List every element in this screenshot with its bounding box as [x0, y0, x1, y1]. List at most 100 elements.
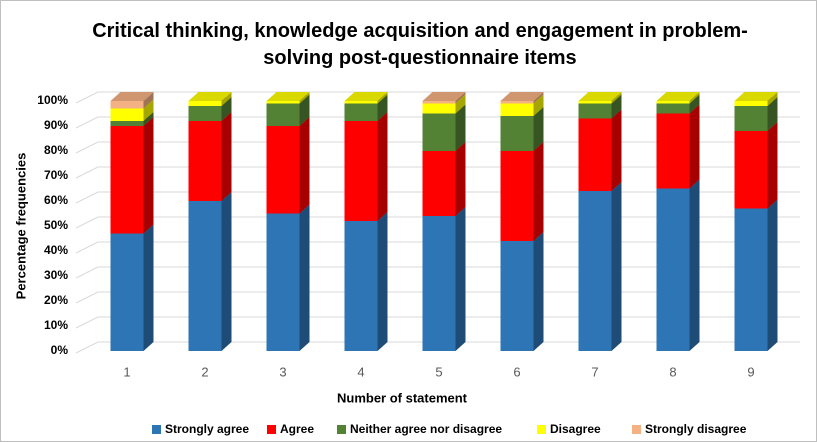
bar: [110, 108, 144, 121]
grid-diagonal: [75, 291, 99, 304]
bar-side: [689, 104, 700, 189]
bar-segment: [110, 224, 154, 351]
grid-diagonal: [75, 116, 99, 129]
bar: [266, 213, 300, 351]
bar: [110, 233, 144, 351]
bar: [500, 151, 534, 241]
bar-segment: [188, 92, 232, 106]
bar-side: [377, 94, 388, 121]
bar-top: [110, 92, 154, 101]
bar-segment: [266, 117, 310, 214]
bar-segment: [734, 199, 778, 351]
bar: [734, 208, 768, 351]
bar-side: [143, 224, 154, 351]
bar-segment: [500, 92, 544, 104]
y-tick-label: 40%: [44, 243, 68, 257]
y-tick-label: 30%: [44, 268, 68, 282]
bar: [500, 116, 534, 151]
bar: [188, 106, 222, 121]
y-tick-label: 50%: [44, 218, 68, 232]
bar-side: [611, 182, 622, 351]
bar-segment: [188, 192, 232, 351]
bar-segment: [422, 92, 466, 104]
y-tick-label: 60%: [44, 193, 68, 207]
x-tick-label: 4: [357, 364, 364, 379]
bar-side: [533, 92, 544, 104]
bar-segment: [422, 207, 466, 351]
y-tick-label: 10%: [44, 318, 68, 332]
bar-segment: [266, 92, 310, 104]
bar-side: [221, 92, 232, 106]
bar: [344, 121, 378, 221]
x-tick-label: 2: [201, 364, 208, 379]
bar-side: [689, 179, 700, 351]
bar: [344, 221, 378, 351]
bar-side: [143, 99, 154, 121]
bar: [656, 113, 690, 189]
bar-side: [533, 142, 544, 241]
y-tick-label: 90%: [44, 118, 68, 132]
bar-segment: [578, 92, 622, 104]
grid-diagonal: [75, 266, 99, 279]
bar: [578, 103, 612, 119]
bar-side: [611, 94, 622, 119]
bar-side: [533, 232, 544, 351]
x-tick-label: 3: [279, 364, 286, 379]
bar-side: [689, 92, 700, 104]
y-tick-label: 20%: [44, 293, 68, 307]
bar-segment: [500, 142, 544, 241]
bar-segment: [734, 92, 778, 106]
x-tick-label: 1: [123, 364, 130, 379]
bar: [422, 103, 456, 114]
bar: [110, 121, 144, 126]
legend-label: Agree: [280, 422, 314, 436]
bar: [578, 191, 612, 351]
bar-segment: [344, 212, 388, 351]
bar-side: [377, 112, 388, 221]
bar-side: [455, 207, 466, 351]
bar: [500, 101, 534, 104]
x-tick-label: 9: [747, 364, 754, 379]
bar: [656, 103, 690, 114]
bar: [188, 101, 222, 106]
bar-side: [221, 97, 232, 121]
bar-segment: [344, 92, 388, 104]
legend-label: Disagree: [550, 422, 601, 436]
bar-side: [299, 117, 310, 214]
bar: [500, 103, 534, 116]
bar-segment: [734, 122, 778, 209]
bar-side: [767, 122, 778, 209]
bar-segment: [578, 109, 622, 191]
bar: [422, 151, 456, 216]
bar-segment: [656, 179, 700, 351]
bar-side: [143, 92, 154, 109]
grid-diagonal: [75, 216, 99, 229]
bar: [266, 126, 300, 214]
bar-side: [689, 94, 700, 114]
bar: [656, 188, 690, 351]
bar: [734, 131, 768, 209]
bar: [656, 101, 690, 104]
grid-diagonal: [75, 316, 99, 329]
grid-diagonal: [75, 191, 99, 204]
bar: [500, 241, 534, 351]
bar-top: [188, 92, 232, 101]
legend-label: Strongly agree: [165, 422, 249, 436]
bar-segment: [500, 232, 544, 351]
bar: [110, 126, 144, 234]
legend-swatch: [152, 425, 161, 434]
bar-side: [767, 199, 778, 351]
x-tick-label: 5: [435, 364, 442, 379]
bar: [344, 103, 378, 121]
bar-side: [767, 92, 778, 106]
legend-label: Strongly disagree: [645, 422, 747, 436]
bar-segment: [110, 117, 154, 234]
y-tick-label: 70%: [44, 168, 68, 182]
chart-title: Critical thinking, knowledge acquisition…: [92, 20, 748, 69]
bar-segment: [344, 112, 388, 221]
bar-segment: [266, 204, 310, 351]
bar: [422, 101, 456, 104]
bar-side: [221, 192, 232, 351]
bar-segment: [110, 92, 154, 109]
